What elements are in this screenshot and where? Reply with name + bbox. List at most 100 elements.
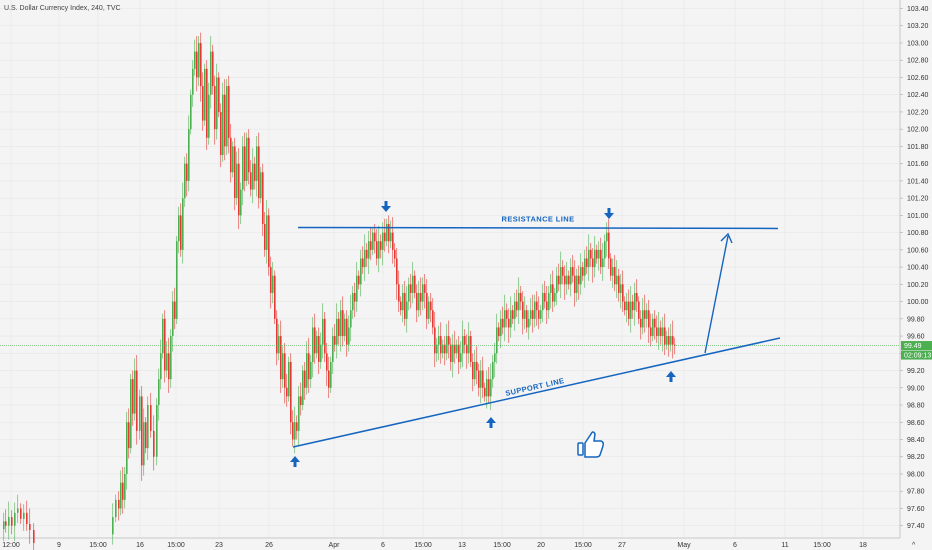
- candle-body: [128, 422, 130, 449]
- candle-body: [240, 189, 242, 216]
- candle-body: [666, 336, 668, 345]
- candle-body: [312, 327, 314, 362]
- candle-body: [234, 146, 236, 199]
- candle-body: [176, 241, 178, 319]
- candle-body: [606, 232, 608, 242]
- candle-body: [494, 353, 496, 362]
- candle-body: [486, 379, 488, 397]
- candle-body: [190, 94, 192, 130]
- candle-body: [272, 275, 274, 293]
- time-tick-label: 9: [57, 542, 61, 549]
- time-tick-label: 15:00: [813, 542, 831, 549]
- candle-body: [654, 318, 656, 328]
- price-tick-label: 101.20: [907, 196, 929, 203]
- candle-body: [124, 473, 126, 500]
- candle-body: [17, 508, 19, 513]
- candle-body: [150, 405, 152, 431]
- candle-body: [320, 344, 322, 362]
- candle-body: [548, 292, 550, 311]
- price-tick-label: 103.40: [907, 6, 929, 13]
- candle-body: [438, 336, 440, 345]
- candle-body: [266, 215, 268, 250]
- candle-body: [162, 318, 164, 354]
- time-tick-label: 15:00: [89, 542, 107, 549]
- candle-body: [408, 284, 410, 302]
- candle-body: [216, 77, 218, 130]
- candle-body: [552, 284, 554, 302]
- candle-body: [118, 499, 120, 509]
- candle-body: [562, 267, 564, 276]
- candle-body: [588, 249, 590, 268]
- time-tick-label: 27: [618, 542, 626, 549]
- candle-body: [536, 301, 538, 311]
- time-tick-label: May: [677, 542, 691, 549]
- candle-body: [402, 292, 404, 311]
- candle-body: [302, 370, 304, 406]
- candle-body: [626, 301, 628, 311]
- candle-body: [120, 482, 122, 509]
- candle-body: [14, 512, 16, 526]
- time-axis-settings-icon[interactable]: ^: [912, 542, 916, 549]
- candle-body: [192, 68, 194, 95]
- candle-body: [526, 310, 528, 328]
- price-tick-label: 102.40: [907, 92, 929, 99]
- candle-body: [134, 370, 136, 414]
- candle-body: [282, 353, 284, 380]
- price-tick-label: 98.80: [907, 403, 925, 410]
- candle-body: [504, 310, 506, 328]
- candle-body: [153, 430, 155, 457]
- price-tick-label: 99.60: [907, 334, 925, 341]
- candle-body: [546, 301, 548, 311]
- candle-body: [638, 301, 640, 319]
- candle-body: [342, 310, 344, 337]
- price-tick-label: 97.80: [907, 489, 925, 496]
- candle-body: [432, 310, 434, 328]
- candle-body: [172, 301, 174, 337]
- time-tick-label: 15:00: [493, 542, 511, 549]
- candle-body: [126, 422, 128, 474]
- candle-body: [392, 232, 394, 250]
- candle-body: [390, 232, 392, 242]
- price-tick-label: 101.60: [907, 161, 929, 168]
- candle-body: [388, 224, 390, 242]
- candle-body: [288, 361, 290, 397]
- candle-body: [212, 51, 214, 87]
- candle-body: [314, 327, 316, 354]
- candle-body: [658, 327, 660, 337]
- thumbs-up-icon: [577, 431, 604, 458]
- candle-body: [368, 241, 370, 259]
- price-tick-label: 102.80: [907, 58, 929, 65]
- candle-body: [194, 51, 196, 69]
- candle-body: [112, 517, 114, 535]
- candle-body: [364, 249, 366, 268]
- price-tick-label: 100.80: [907, 230, 929, 237]
- time-axis[interactable]: 12:00 9 15:00 16 15:00 23 26 Apr 6 15:00 13 15:00 20…: [2, 542, 867, 549]
- candle-body: [430, 301, 432, 311]
- candle-body: [139, 396, 141, 431]
- time-tick-label: 6: [733, 542, 737, 549]
- last-price-badge: 99.49 02:09:13: [901, 341, 932, 360]
- candle-body: [442, 344, 444, 354]
- candle-body: [322, 318, 324, 345]
- candle-body: [318, 336, 320, 362]
- candle-body: [147, 405, 149, 449]
- candle-body: [378, 241, 380, 259]
- candle-body: [540, 310, 542, 319]
- candle-body: [480, 370, 482, 388]
- candle-body: [660, 327, 662, 337]
- candle-body: [512, 310, 514, 319]
- candle-body: [516, 301, 518, 311]
- candle-body: [424, 284, 426, 293]
- projection-arrowhead: [720, 232, 733, 244]
- price-tick-label: 98.40: [907, 437, 925, 444]
- candle-body: [598, 249, 600, 259]
- price-tick-label: 100.20: [907, 282, 929, 289]
- candle-body: [372, 232, 374, 250]
- candle-body: [452, 344, 454, 362]
- candle-body: [558, 275, 560, 285]
- candle-body: [602, 258, 604, 268]
- candle-body: [160, 353, 162, 380]
- price-axis[interactable]: 103.40 103.20 103.00 102.80 102.60 102.40 102.…: [900, 6, 929, 530]
- candle-body: [400, 301, 402, 311]
